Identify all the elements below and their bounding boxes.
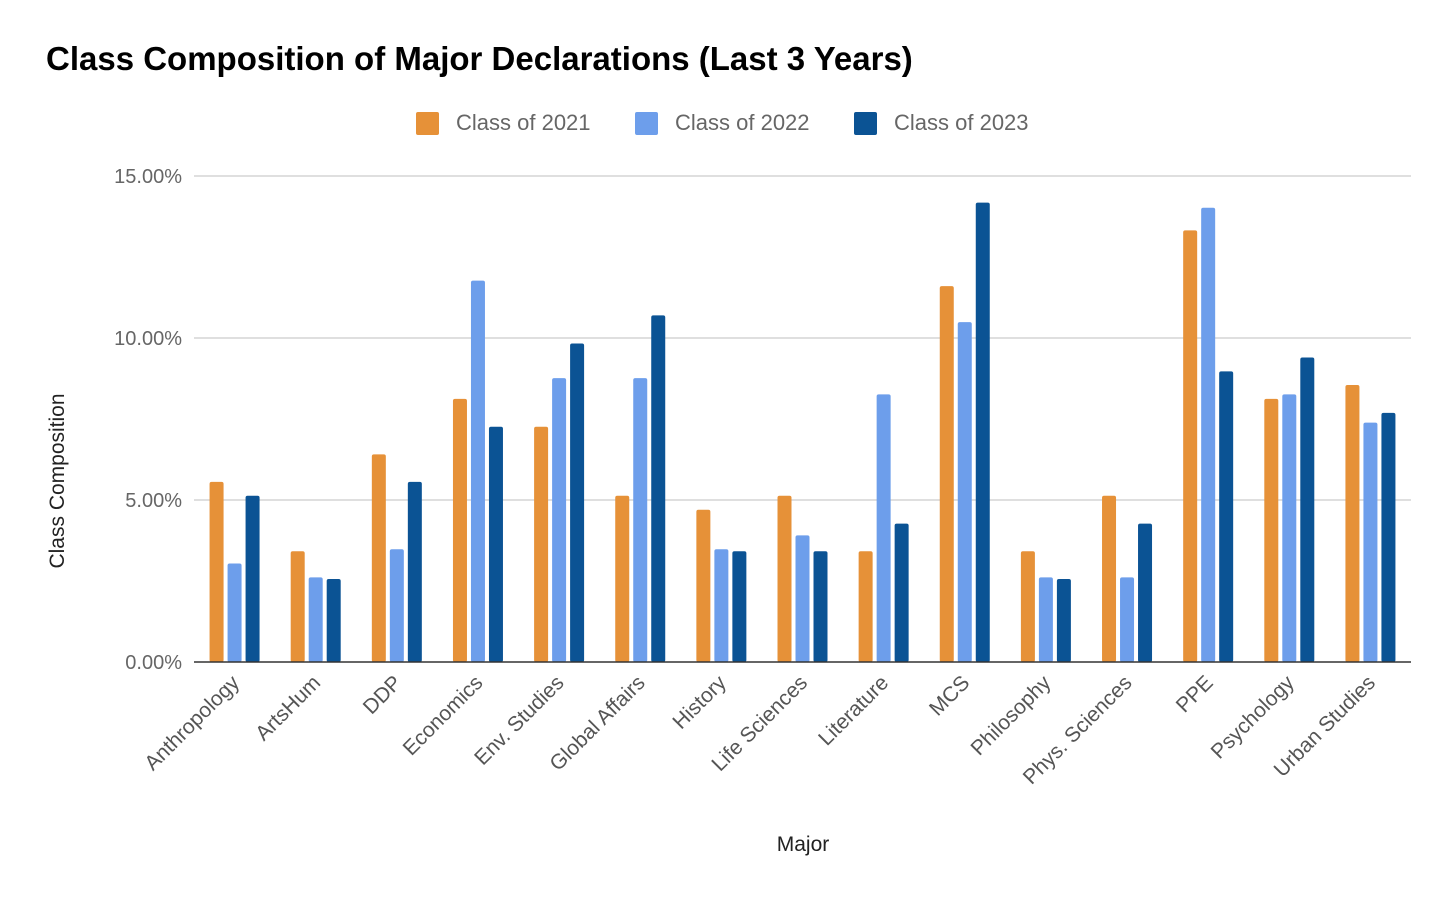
bar-class-of-2023 <box>407 481 422 662</box>
legend-swatch-class-of-2023 <box>854 112 877 135</box>
bar-class-of-2021 <box>1345 384 1360 662</box>
bar-class-of-2023 <box>1138 523 1153 662</box>
bar-class-of-2022 <box>227 563 242 662</box>
x-tick-label: Economics <box>399 671 488 760</box>
bar-class-of-2021 <box>1020 551 1035 662</box>
bar-class-of-2023 <box>813 551 828 662</box>
bar-class-of-2022 <box>633 378 648 662</box>
bar-class-of-2022 <box>957 322 972 662</box>
x-tick-label: Literature <box>814 671 893 750</box>
y-tick-label: 10.00% <box>114 328 182 350</box>
bar-class-of-2022 <box>552 378 567 662</box>
bar-class-of-2023 <box>1300 357 1315 662</box>
bar-class-of-2023 <box>488 426 503 662</box>
bar-class-of-2023 <box>975 202 990 662</box>
bar-class-of-2022 <box>308 577 323 662</box>
y-tick-label: 5.00% <box>125 490 182 512</box>
legend-label-class-of-2021: Class of 2021 <box>456 110 591 135</box>
legend-label-class-of-2022: Class of 2022 <box>675 110 810 135</box>
legend-label-class-of-2023: Class of 2023 <box>894 110 1029 135</box>
bar-class-of-2021 <box>1183 230 1198 662</box>
bar-class-of-2023 <box>651 315 666 662</box>
bar-class-of-2022 <box>1038 577 1053 662</box>
bars <box>209 202 1396 662</box>
bar-class-of-2023 <box>1219 371 1234 662</box>
x-tick-label: Philosophy <box>967 671 1056 760</box>
bar-class-of-2022 <box>1201 207 1216 662</box>
bar-class-of-2021 <box>534 426 549 662</box>
x-axis-title: Major <box>777 833 830 856</box>
x-tick-label: ArtsHum <box>251 671 325 745</box>
bar-class-of-2021 <box>371 454 386 662</box>
bar-class-of-2022 <box>876 394 891 662</box>
bar-class-of-2023 <box>245 495 260 662</box>
bar-class-of-2022 <box>470 280 485 662</box>
bar-class-of-2021 <box>615 495 630 662</box>
bar-class-of-2022 <box>389 549 404 662</box>
bar-class-of-2023 <box>732 551 747 662</box>
x-tick-label: MCS <box>925 671 974 720</box>
legend-swatch-class-of-2022 <box>635 112 658 135</box>
y-axis-title: Class Composition <box>46 393 69 568</box>
bar-class-of-2021 <box>939 286 954 662</box>
y-tick-label: 15.00% <box>114 166 182 188</box>
bar-class-of-2023 <box>1381 412 1396 662</box>
bar-class-of-2021 <box>858 551 873 662</box>
bar-class-of-2021 <box>696 509 711 662</box>
x-tick-label: DDP <box>359 671 407 719</box>
x-tick-label: Anthropology <box>140 671 244 775</box>
y-tick-label: 0.00% <box>125 652 182 674</box>
bar-class-of-2023 <box>1056 579 1071 662</box>
bar-class-of-2022 <box>1363 422 1378 662</box>
bar-class-of-2023 <box>326 579 341 662</box>
chart-title: Class Composition of Major Declarations … <box>46 40 913 77</box>
bar-class-of-2021 <box>1264 398 1279 662</box>
bar-class-of-2022 <box>1120 577 1135 662</box>
bar-class-of-2021 <box>777 495 792 662</box>
bar-class-of-2021 <box>1102 495 1117 662</box>
legend: Class of 2021 Class of 2022 Class of 2023 <box>416 110 1029 135</box>
bar-class-of-2023 <box>570 343 585 662</box>
legend-swatch-class-of-2021 <box>416 112 439 135</box>
x-tick-label: History <box>668 671 731 734</box>
bar-class-of-2021 <box>452 398 467 662</box>
bar-class-of-2023 <box>894 523 909 662</box>
bar-class-of-2022 <box>1282 394 1297 662</box>
bar-class-of-2022 <box>795 535 810 662</box>
bar-class-of-2022 <box>714 549 729 662</box>
bar-class-of-2021 <box>290 551 305 662</box>
x-tick-label: PPE <box>1172 671 1218 717</box>
bar-class-of-2021 <box>209 481 224 662</box>
